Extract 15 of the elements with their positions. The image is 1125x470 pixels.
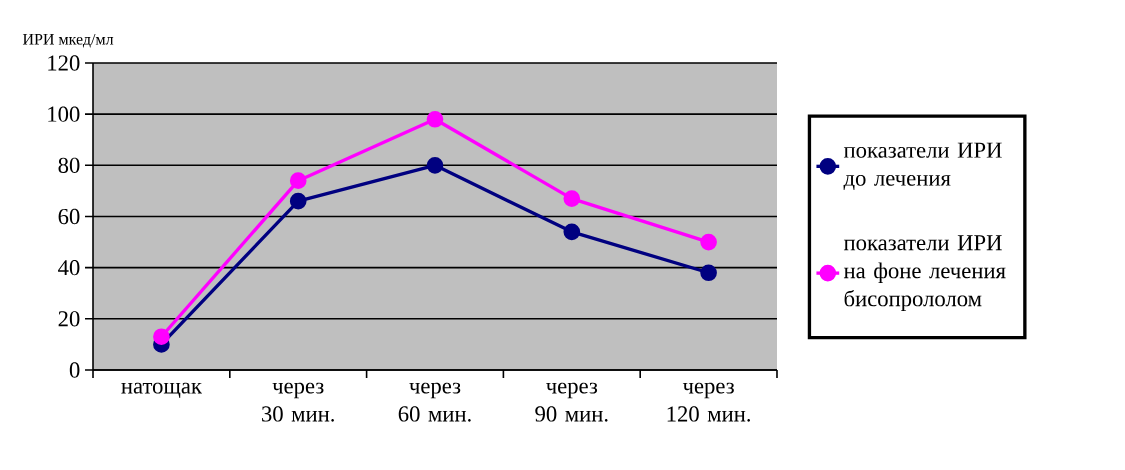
y-tick-label: 60 [58,208,80,225]
y-tick-label: 40 [58,260,80,276]
x-tick-label: натощак [121,382,202,399]
x-tick-label: через 60 мин. [398,382,471,422]
y-tick-label: 20 [58,311,80,327]
legend-label: показатели ИРИ на фоне лечения бисопрололом [843,235,1006,311]
x-tick-label: через 30 мин. [262,382,334,422]
x-tick-label: через 90 мин. [535,382,608,422]
y-tick-label: 100 [48,106,80,122]
y-tick-label: 120 [48,55,80,71]
x-tick-label: через 120 мин. [667,382,751,422]
y-axis-title: ИРИ мкед/мл [22,33,114,48]
y-tick-label: 0 [69,362,80,378]
legend-label: показатели ИРИ до лечения [843,142,1002,190]
y-tick-label: 80 [58,157,80,173]
